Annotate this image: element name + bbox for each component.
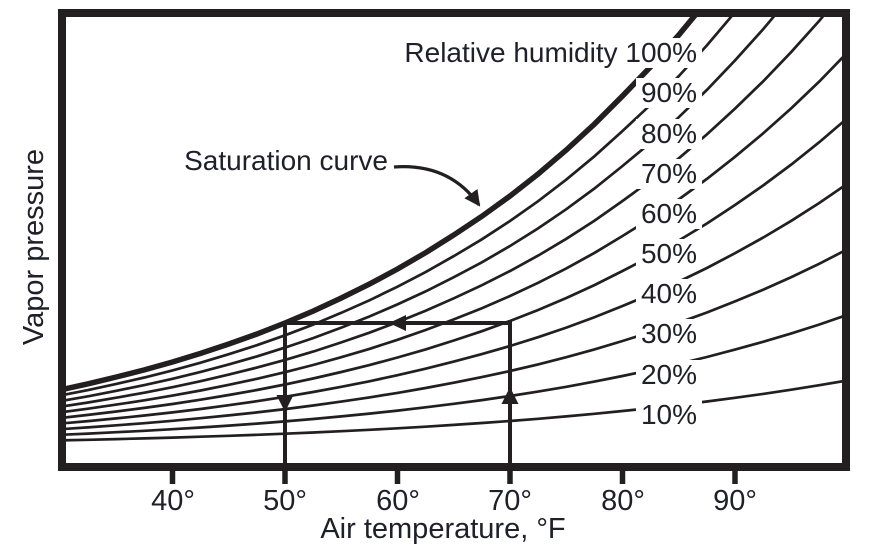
rh-curve-60	[66, 56, 842, 413]
process-path	[283, 321, 512, 463]
rh-curve-40	[66, 185, 842, 425]
process-arrow-down-icon	[276, 395, 294, 412]
plot-border	[58, 9, 850, 471]
rh-curve-20	[66, 315, 842, 436]
rh-curve-80	[66, 17, 776, 402]
rh-curve-70	[66, 17, 825, 408]
rh-curve-90	[66, 17, 733, 396]
process-arrow-left-icon	[389, 315, 406, 331]
saturation-pointer-arrow-icon	[393, 165, 481, 207]
saturation-curve	[66, 17, 698, 392]
rh-curve-10	[66, 379, 842, 442]
rh-curve-30	[66, 250, 842, 431]
rh-curve-50	[66, 120, 842, 419]
process-arrow-up-icon	[501, 387, 519, 404]
